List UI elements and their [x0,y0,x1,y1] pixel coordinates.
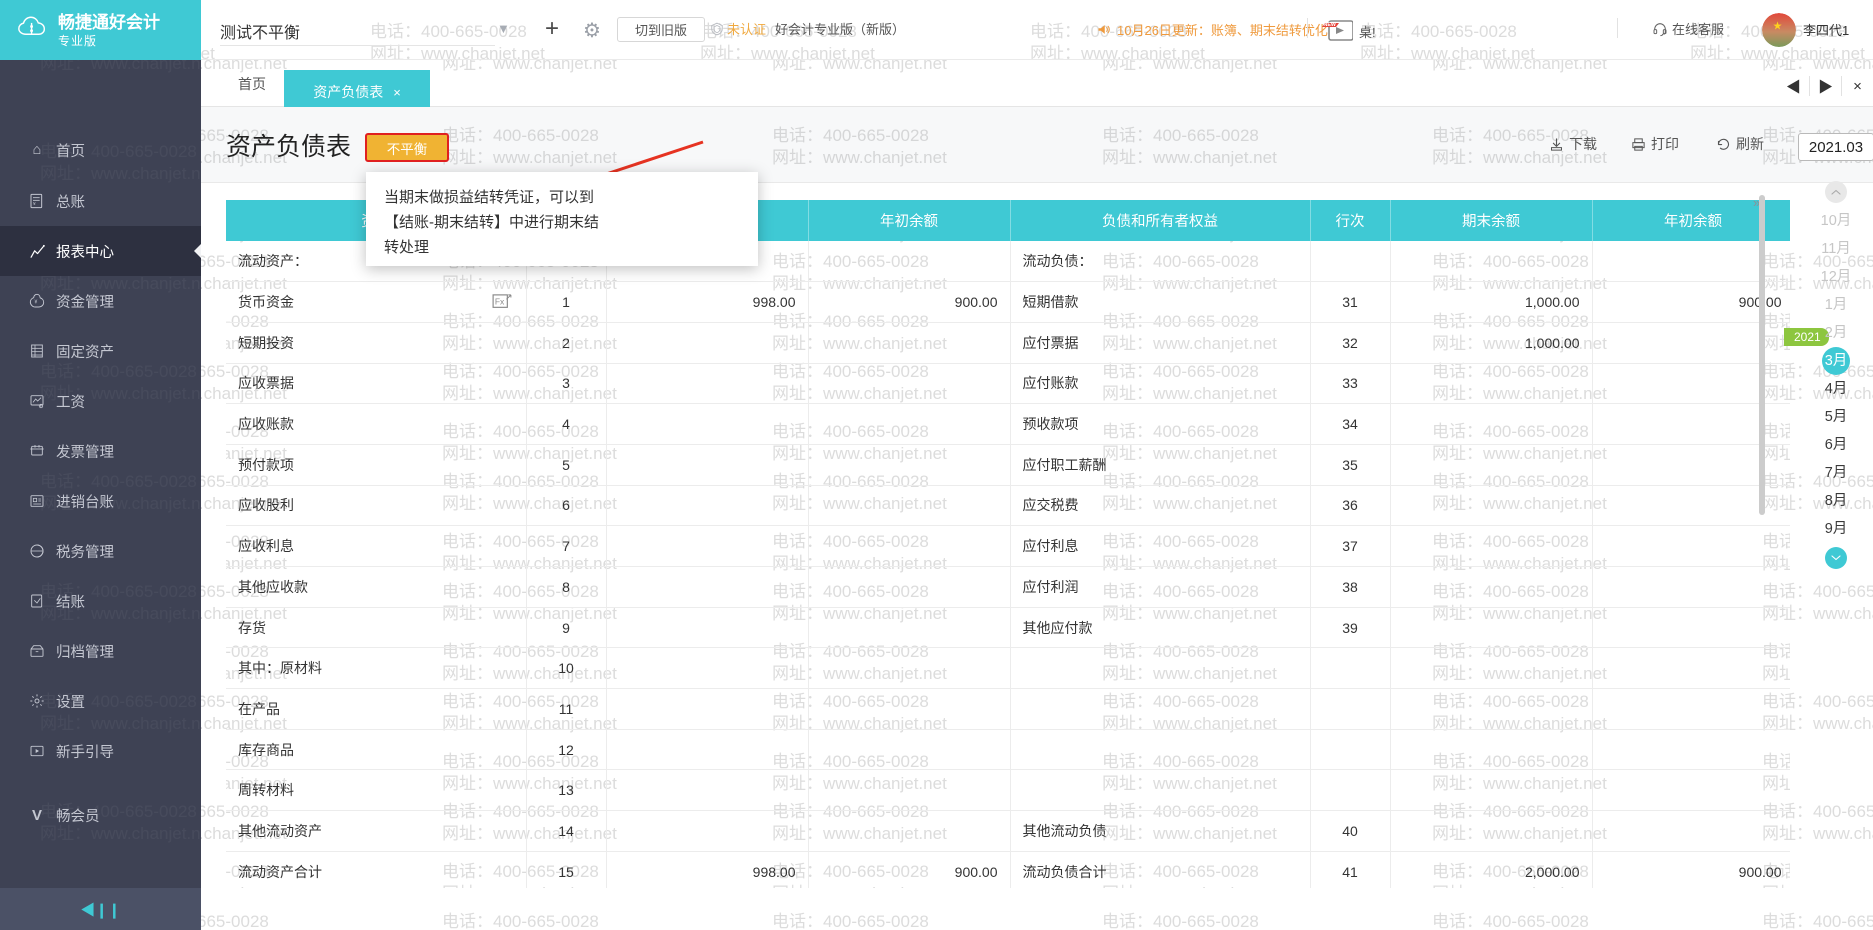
svg-text:NEW: NEW [1324,22,1336,28]
svg-text:¥: ¥ [33,201,36,206]
svg-text:¥: ¥ [35,300,38,306]
svg-text:Fx: Fx [494,297,504,307]
svg-text:★: ★ [1773,21,1782,31]
